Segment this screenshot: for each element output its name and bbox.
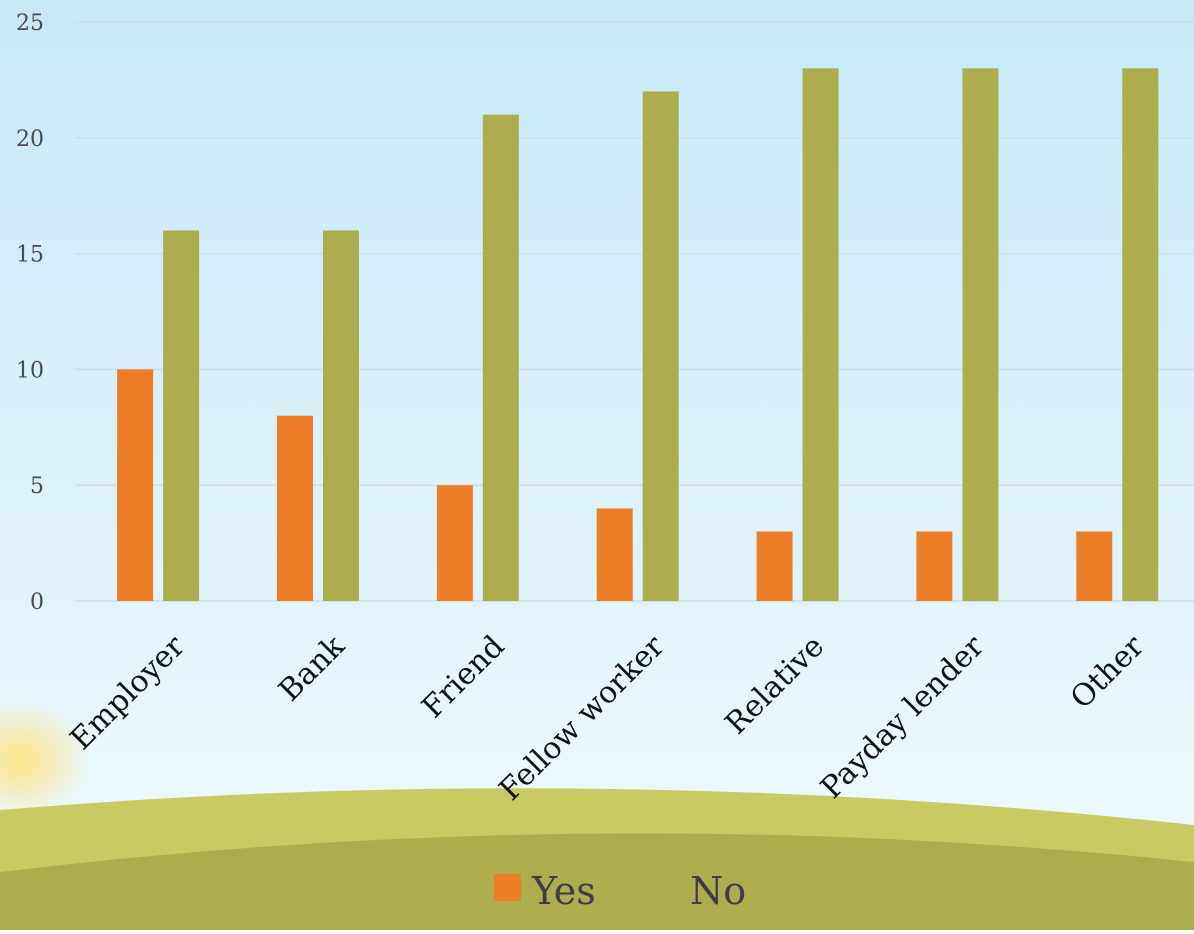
y-tick-label: 10 (16, 358, 44, 383)
bar-yes-relative (756, 531, 793, 601)
legend-swatch-no (652, 874, 679, 901)
bar-no-payday-lender (962, 68, 999, 601)
legend: Yes No (494, 869, 746, 913)
bar-no-relative (802, 68, 839, 601)
bar-no-fellow-worker (642, 91, 679, 601)
bar-no-bank (322, 230, 359, 601)
bar-no-friend (482, 114, 519, 601)
bar-yes-other (1076, 531, 1113, 601)
gridlines (75, 21, 1194, 602)
y-tick-label: 5 (30, 474, 44, 499)
bars (117, 68, 1159, 601)
bar-yes-bank (276, 415, 313, 601)
y-tick-label: 20 (16, 127, 44, 152)
y-tick-label: 0 (30, 590, 44, 615)
bar-no-employer (163, 230, 200, 601)
y-tick-label: 25 (16, 11, 44, 36)
hill-dark-foreground (0, 833, 1194, 930)
y-axis-tick-labels: 0 5 10 15 20 25 (16, 11, 44, 615)
bar-yes-payday-lender (916, 531, 953, 601)
bar-no-other (1122, 68, 1159, 601)
legend-swatch-yes (494, 874, 521, 901)
legend-label-yes: Yes (531, 869, 596, 913)
y-tick-label: 15 (16, 243, 44, 268)
legend-label-no: No (690, 869, 746, 913)
sun-glow (0, 700, 90, 820)
bar-yes-fellow-worker (596, 508, 633, 601)
bar-yes-friend (436, 485, 473, 601)
bar-yes-employer (117, 369, 154, 601)
